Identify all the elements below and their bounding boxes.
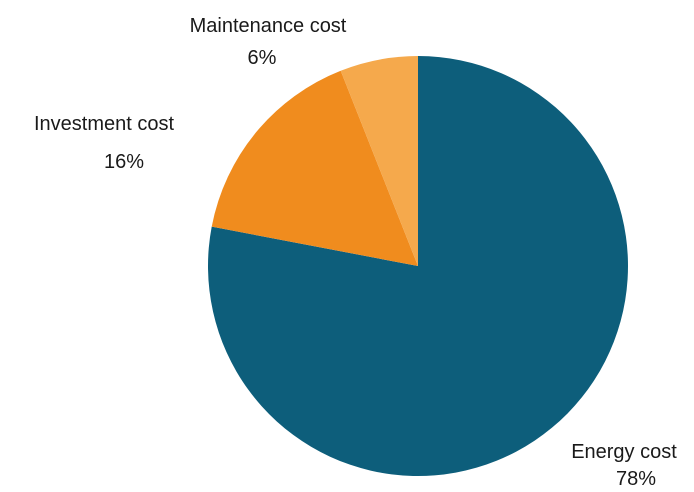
- slice-value-investment-cost: 16%: [104, 151, 144, 173]
- slice-value-maintenance-cost: 6%: [248, 47, 277, 69]
- pie-labels: Energy cost 78% Investment cost 16% Main…: [34, 15, 677, 490]
- pie-slices: [208, 56, 629, 476]
- slice-label-energy-cost: Energy cost: [571, 441, 677, 463]
- slice-label-investment-cost: Investment cost: [34, 113, 175, 135]
- pie-slice-maintenance-cost: [340, 56, 418, 266]
- slice-label-maintenance-cost: Maintenance cost: [190, 15, 347, 37]
- pie-slice-energy-cost: [208, 56, 629, 476]
- slice-value-energy-cost: 78%: [616, 468, 656, 490]
- pie-slice-investment-cost: [211, 70, 418, 266]
